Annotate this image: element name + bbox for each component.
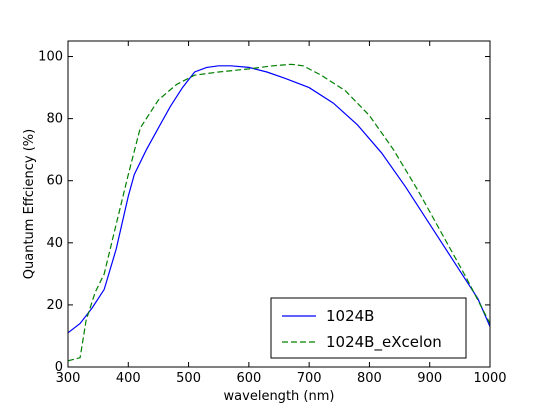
x-tick-label: 900	[417, 371, 442, 386]
y-tick-label: 0	[55, 360, 63, 375]
x-axis-label: wavelength (nm)	[224, 389, 335, 404]
legend-label-1024b-excelon: 1024B_eXcelon	[326, 333, 442, 352]
x-tick-label: 800	[357, 371, 382, 386]
plot-frame	[67, 40, 491, 368]
y-tick-label: 60	[46, 174, 63, 189]
y-tick-label: 80	[46, 112, 63, 127]
x-tick-label: 500	[176, 371, 201, 386]
x-tick-label: 1000	[473, 371, 506, 386]
x-tick-label: 600	[236, 371, 261, 386]
y-tick-label: 20	[46, 298, 63, 313]
legend-box	[270, 297, 467, 359]
series-line-1024b	[67, 65, 491, 334]
axis-ticks: 300 400 500 600 700 800 900 1000 0 20 40 60 80 100	[38, 41, 507, 386]
legend-label-1024b: 1024B	[326, 307, 374, 325]
x-tick-label: 400	[116, 371, 141, 386]
y-tick-label: 100	[38, 50, 63, 65]
series-line-1024b-excelon	[67, 63, 491, 362]
plot-area	[67, 63, 491, 362]
legend: 1024B 1024B_eXcelon	[270, 297, 467, 359]
x-tick-label: 300	[56, 371, 81, 386]
x-tick-label: 700	[297, 371, 322, 386]
y-axis-label: Quantum Effciency (%)	[22, 129, 37, 279]
y-tick-label: 40	[46, 236, 63, 251]
